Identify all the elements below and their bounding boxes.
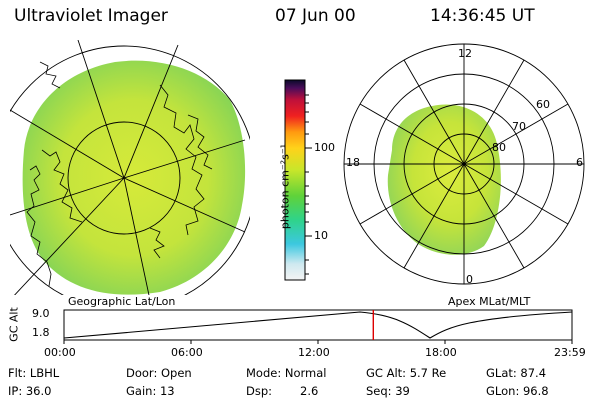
orbit-ytick-min: 1.8 [32,326,50,339]
orbit-plot-frame [63,309,573,341]
latitude-circle [10,45,250,295]
glat-status: GLat: 87.4 [486,366,547,380]
coastline [149,227,165,259]
lat-label-70: 70 [512,120,526,133]
orbit-ytick-max: 9.0 [32,307,50,320]
observation-time: 14:36:45 UT [430,6,535,26]
polar-plot [387,104,501,255]
lat-label-60: 60 [536,98,550,111]
gc-alt-status: GC Alt: 5.7 Re [366,366,447,380]
meridians [10,40,246,295]
auroral-image-left [22,60,246,295]
mlt-label-12: 12 [458,47,472,60]
orbit-ylabel: GC Alt [7,307,21,342]
orbit-xtick-0000: 00:00 [44,346,76,359]
coastline [39,61,61,89]
left-map-caption: Geographic Lat/Lon [68,295,176,308]
mlt-label-18: 18 [346,156,360,169]
colorbar-tick-100: 100 [314,141,335,154]
mlt-label-6: 6 [576,156,583,169]
right-polar-caption: Apex MLat/MLT [448,295,531,308]
orbit-plot [63,309,573,344]
coastline [26,165,52,287]
colorbar-ticks [305,94,312,275]
orbit-xtick-0600: 06:00 [171,346,203,359]
orbit-x-ticks [63,340,573,344]
observation-date: 07 Jun 00 [275,6,356,26]
orbit-xtick-2359: 23:59 [554,346,586,359]
colorbar-unit-label: photon cm⁻²s⁻¹ [278,143,292,230]
filter-status: Flt: LBHL [8,366,60,380]
mlt-label-0: 0 [466,273,473,286]
door-status: Door: Open [126,366,192,380]
altitude-curve [63,311,573,339]
gain-status: Gain: 13 [126,384,175,398]
orbit-xtick-1200: 12:00 [298,346,330,359]
lat-label-80: 80 [492,141,506,154]
seq-status: Seq: 39 [366,384,410,398]
coastline [41,149,83,223]
geographic-map [10,40,250,295]
polar-grid [343,43,585,285]
auroral-image-right [387,104,501,255]
latitude-circle [67,121,181,235]
colorbar [284,79,306,281]
instrument-title: Ultraviolet Imager [14,6,168,26]
coastline [187,114,213,170]
dsp-value: 2.6 [300,384,319,398]
glon-status: GLon: 96.8 [486,384,549,398]
ip-status: IP: 36.0 [8,384,52,398]
mode-status: Mode: Normal [246,366,327,380]
dsp-label: Dsp: [246,384,273,398]
colorbar-tick-10: 10 [314,229,328,242]
orbit-xtick-1800: 18:00 [425,346,457,359]
